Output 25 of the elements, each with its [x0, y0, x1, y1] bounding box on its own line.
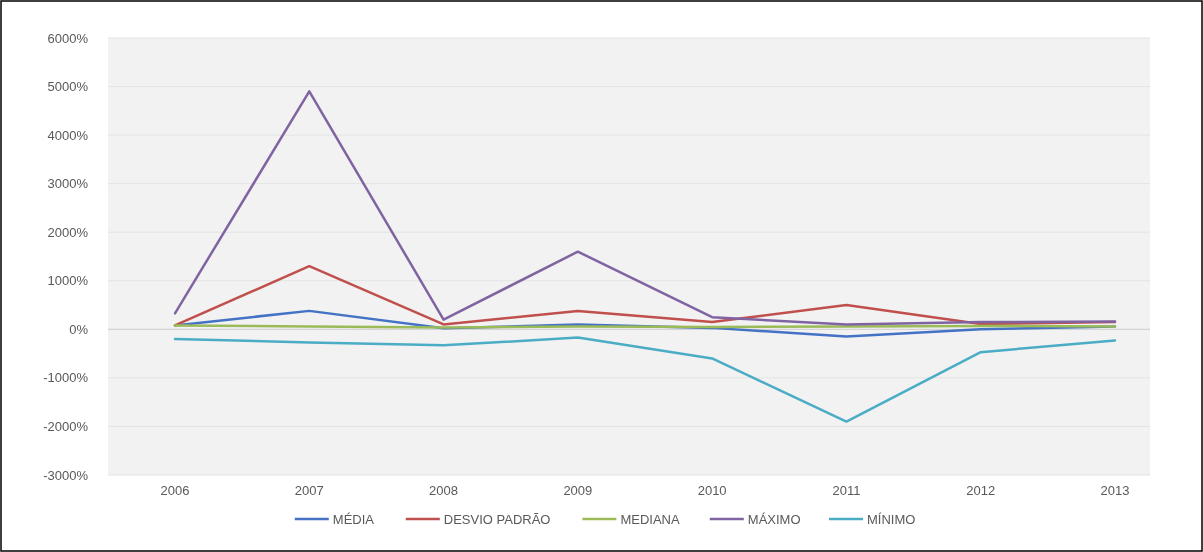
x-tick-label: 2006	[160, 483, 190, 498]
y-tick-label: -1000%	[43, 370, 89, 386]
y-tick-label: -2000%	[43, 418, 89, 434]
legend-label: MÁXIMO	[747, 511, 801, 527]
legend-label: MEDIANA	[620, 511, 680, 527]
legend-label: MÉDIA	[332, 511, 375, 527]
x-tick-label: 2007	[294, 483, 324, 498]
y-tick-label: 2000%	[47, 224, 89, 240]
legend-label: DESVIO PADRÃO	[443, 511, 551, 527]
y-tick-label: 4000%	[47, 127, 89, 143]
line-series	[173, 336, 1117, 423]
y-tick-label: 1000%	[47, 273, 89, 289]
line-series	[173, 90, 1117, 326]
x-tick-label: 2009	[563, 483, 593, 498]
x-tick-label: 2013	[1100, 483, 1130, 498]
y-tick-label: 0%	[69, 321, 89, 337]
x-tick-label: 2010	[697, 483, 727, 498]
y-tick-label: 5000%	[47, 79, 89, 95]
x-tick-label: 2008	[429, 483, 459, 498]
y-tick-label: 6000%	[47, 30, 89, 46]
y-tick-label: 3000%	[47, 176, 89, 192]
legend-label: MÍNIMO	[867, 511, 916, 527]
x-tick-label: 2012	[966, 483, 996, 498]
y-tick-label: -3000%	[43, 467, 89, 483]
x-tick-label: 2011	[832, 483, 861, 498]
